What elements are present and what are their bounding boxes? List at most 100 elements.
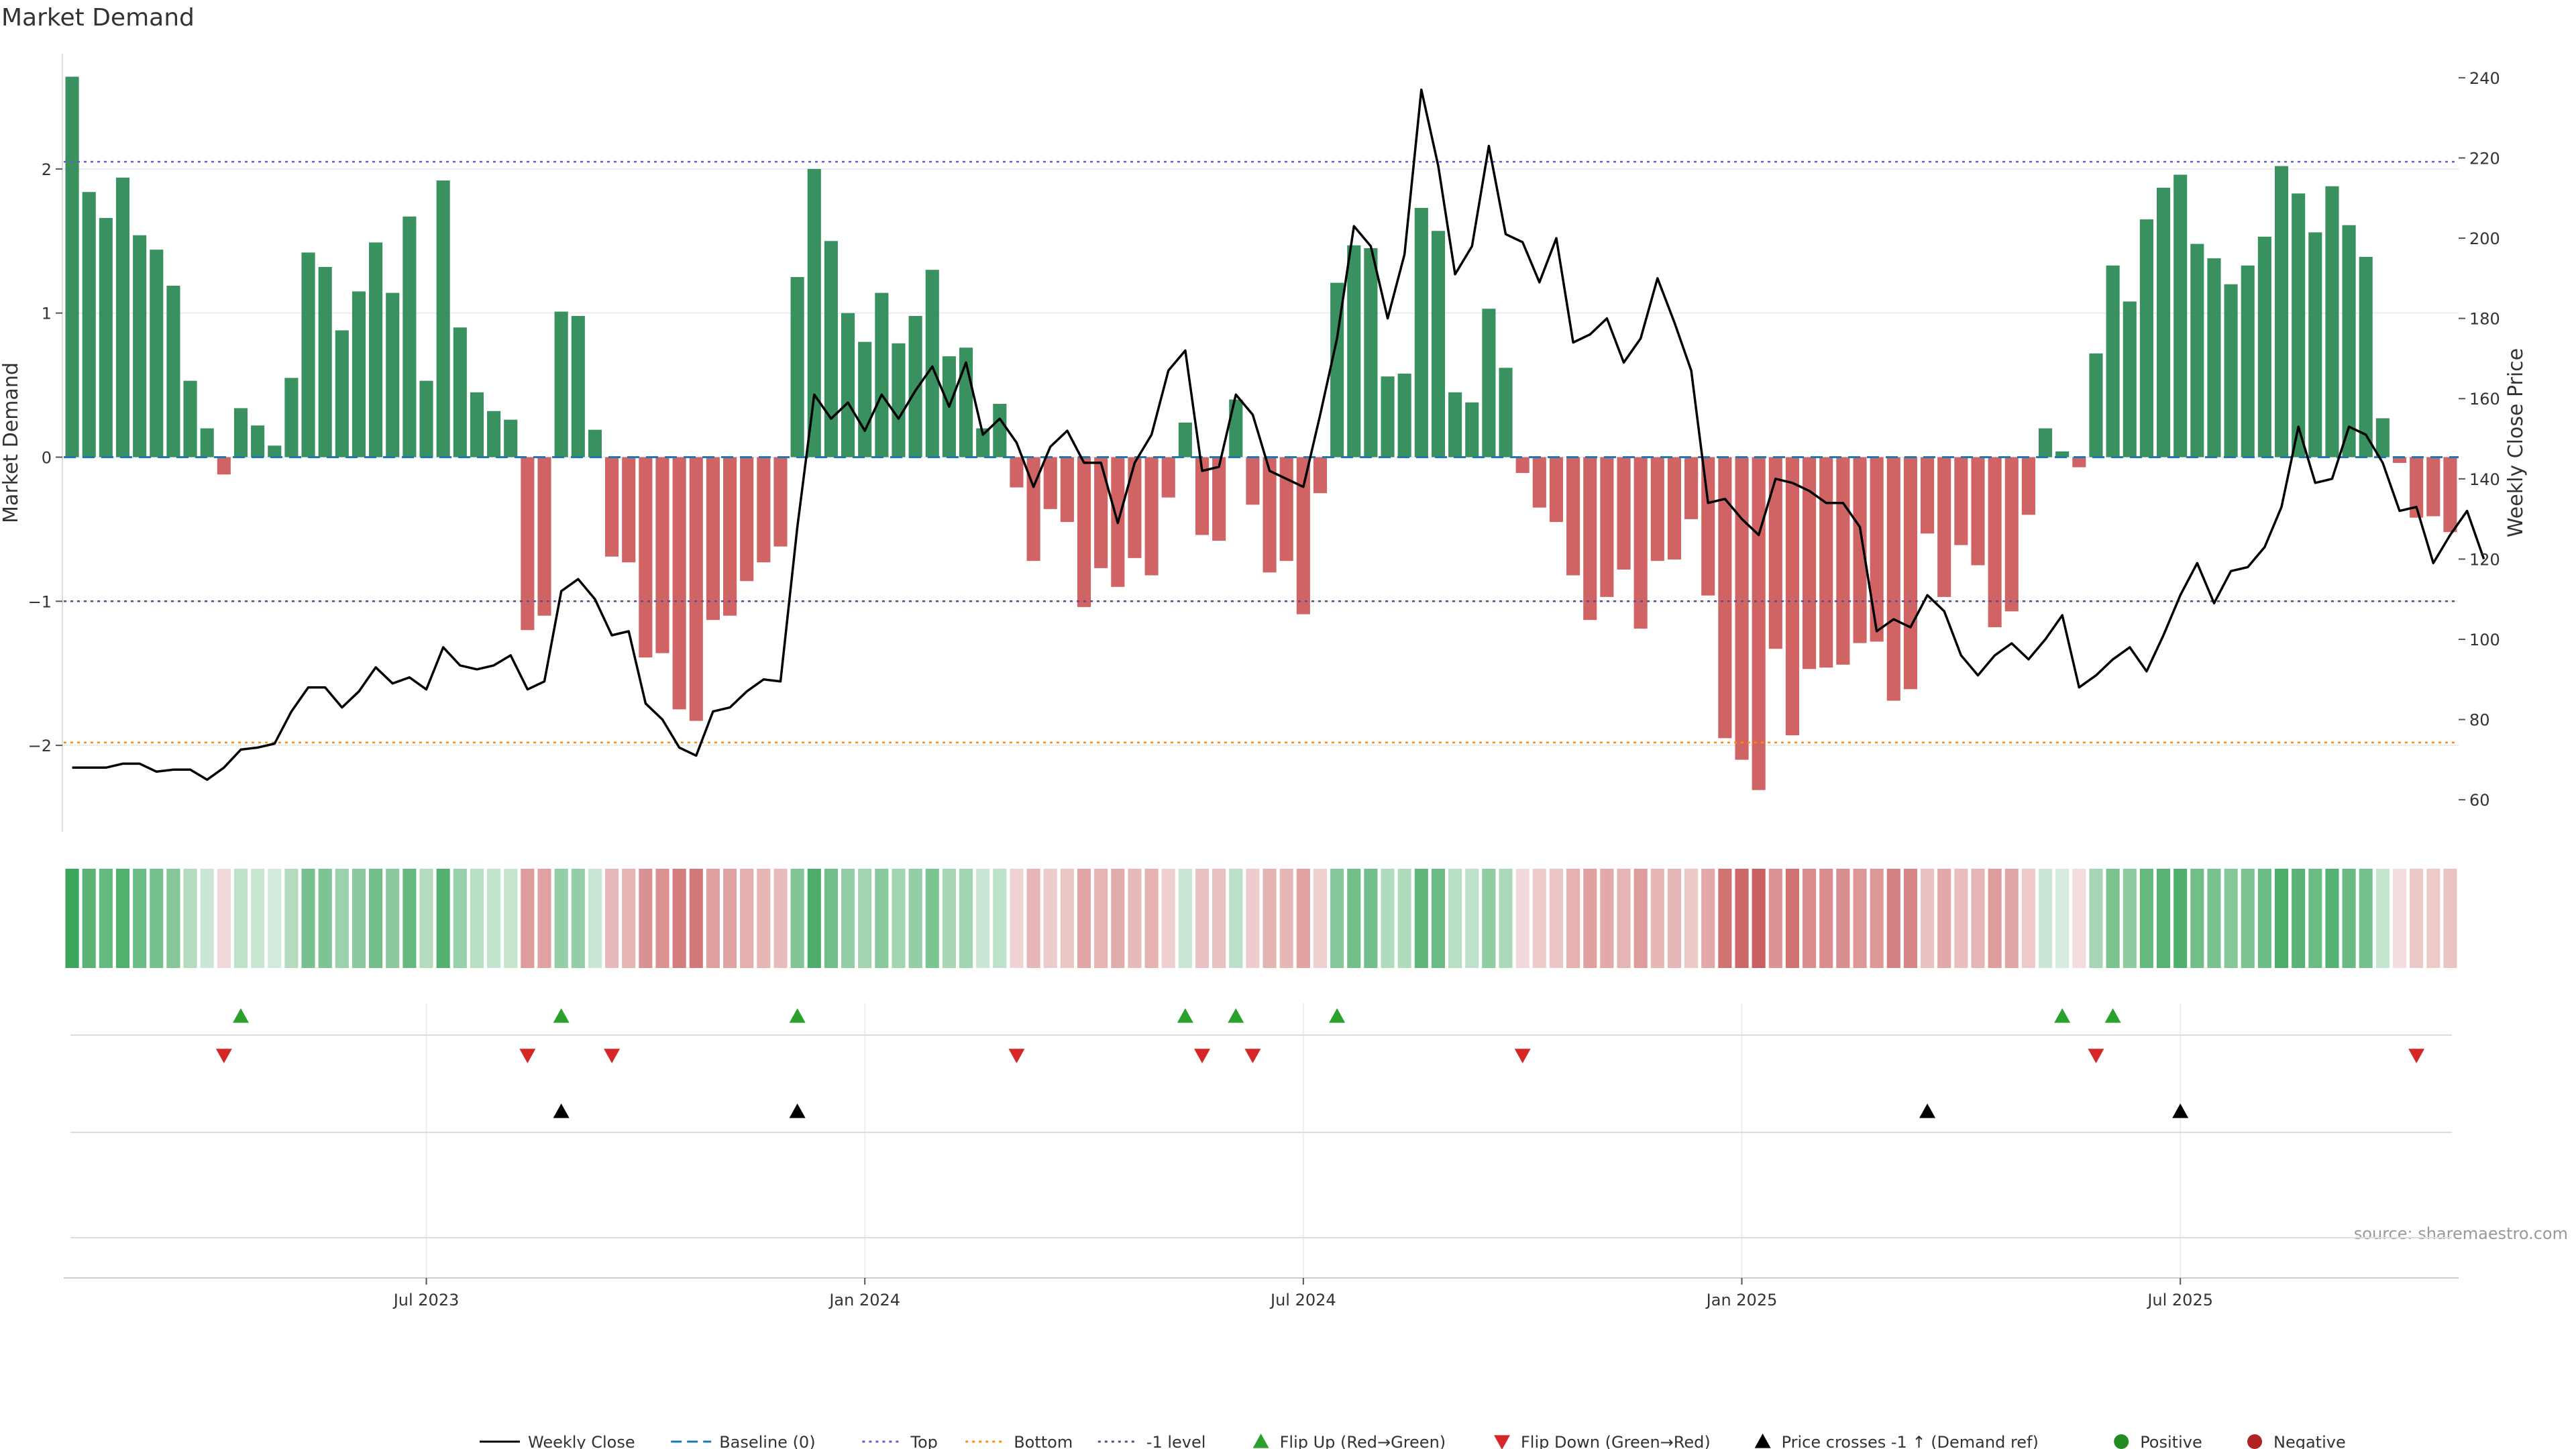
demand-bar xyxy=(1279,457,1293,561)
heat-cell xyxy=(2123,869,2137,968)
heat-cell xyxy=(1263,869,1277,968)
demand-bar xyxy=(183,380,197,458)
demand-bar xyxy=(588,429,602,458)
heat-cell xyxy=(200,869,214,968)
heat-cell xyxy=(875,869,889,968)
demand-bar xyxy=(605,457,619,557)
heat-cell xyxy=(2292,869,2306,968)
demand-bar xyxy=(386,292,400,458)
demand-bar xyxy=(1701,457,1715,596)
heat-cell xyxy=(959,869,973,968)
demand-bar xyxy=(2089,353,2103,458)
demand-bar xyxy=(639,457,653,658)
heat-cell xyxy=(706,869,720,968)
legend-swatch xyxy=(1494,1435,1510,1449)
heat-cell xyxy=(993,869,1007,968)
heat-cell xyxy=(2410,869,2424,968)
demand-bar xyxy=(2292,193,2306,458)
flip-up-marker xyxy=(553,1008,570,1023)
flip-down-marker xyxy=(2088,1049,2104,1063)
heat-cell xyxy=(2139,869,2153,968)
demand-bar xyxy=(65,76,79,458)
heat-cell xyxy=(386,869,400,968)
heat-cell xyxy=(1735,869,1749,968)
demand-bar xyxy=(672,457,686,710)
demand-bar xyxy=(2139,219,2153,458)
demand-bar xyxy=(419,380,433,458)
demand-bar xyxy=(1650,457,1664,561)
demand-bar xyxy=(2426,457,2440,517)
heat-cell xyxy=(605,869,619,968)
legend-label: Flip Down (Green→Red) xyxy=(1521,1433,1711,1449)
flip-down-marker xyxy=(1194,1049,1211,1063)
demand-bar xyxy=(1583,457,1597,621)
demand-bar xyxy=(537,457,551,616)
heat-cell xyxy=(453,869,467,968)
legend-label: Flip Up (Red→Green) xyxy=(1280,1433,1446,1449)
demand-bar xyxy=(1364,248,1378,458)
demand-bar xyxy=(554,311,568,458)
legend-item: Positive xyxy=(2114,1433,2202,1449)
heat-cell xyxy=(689,869,703,968)
demand-bar xyxy=(402,216,417,458)
flip-down-marker xyxy=(2408,1049,2425,1063)
heat-cell xyxy=(233,869,248,968)
heat-cell xyxy=(1768,869,1782,968)
demand-bar xyxy=(1043,457,1057,509)
heat-cell xyxy=(419,869,433,968)
demand-bar xyxy=(352,291,366,458)
flip-down-marker xyxy=(215,1049,232,1063)
legend-label: Top xyxy=(910,1433,938,1449)
demand-bar xyxy=(1094,457,1108,568)
heat-cell xyxy=(942,869,956,968)
demand-bar xyxy=(217,457,231,475)
demand-bar xyxy=(487,411,501,458)
demand-bar xyxy=(1937,457,1951,597)
heat-cell xyxy=(1988,869,2002,968)
heat-cell xyxy=(1364,869,1378,968)
legend-swatch xyxy=(2114,1434,2129,1449)
price-cross-marker xyxy=(1919,1104,1936,1118)
heat-cell xyxy=(1010,869,1024,968)
demand-bar xyxy=(1414,207,1428,458)
heat-cell xyxy=(1633,869,1648,968)
demand-bar xyxy=(1785,457,1799,736)
demand-bar xyxy=(166,285,180,458)
flip-down-marker xyxy=(1514,1049,1531,1063)
heat-cell xyxy=(1178,869,1192,968)
demand-bar xyxy=(1026,457,1040,561)
heat-cell xyxy=(2325,869,2339,968)
demand-bar xyxy=(2123,301,2137,458)
demand-bar xyxy=(858,341,872,458)
heat-cell xyxy=(858,869,872,968)
demand-bar xyxy=(1532,457,1546,508)
heat-cell xyxy=(2392,869,2407,968)
heat-cell xyxy=(2004,869,2019,968)
demand-bar xyxy=(1161,457,1175,498)
price-cross-marker xyxy=(789,1104,806,1118)
flip-up-marker xyxy=(1329,1008,1346,1023)
legend-item: Top xyxy=(862,1433,938,1449)
heat-cell xyxy=(1836,869,1850,968)
legend-item: Bottom xyxy=(965,1433,1073,1449)
demand-bar xyxy=(2224,284,2238,458)
heat-cell xyxy=(1313,869,1328,968)
heat-cell xyxy=(1094,869,1108,968)
y2-tick-label: 200 xyxy=(2469,229,2500,248)
demand-bar xyxy=(1482,309,1496,458)
chart-title: Market Demand xyxy=(1,4,195,32)
heat-cell xyxy=(1803,869,1817,968)
heat-cell xyxy=(1212,869,1226,968)
heat-cell xyxy=(1566,869,1580,968)
heat-cell xyxy=(1043,869,1057,968)
price-cross-marker xyxy=(553,1104,570,1118)
demand-bar xyxy=(1633,457,1648,629)
demand-bar xyxy=(453,327,467,458)
demand-bar xyxy=(757,457,771,563)
demand-bar xyxy=(470,392,484,458)
heat-cell xyxy=(1448,869,1462,968)
heat-cell xyxy=(115,869,130,968)
heat-cell xyxy=(1060,869,1074,968)
heat-cell xyxy=(1752,869,1766,968)
demand-bar xyxy=(1178,422,1192,458)
